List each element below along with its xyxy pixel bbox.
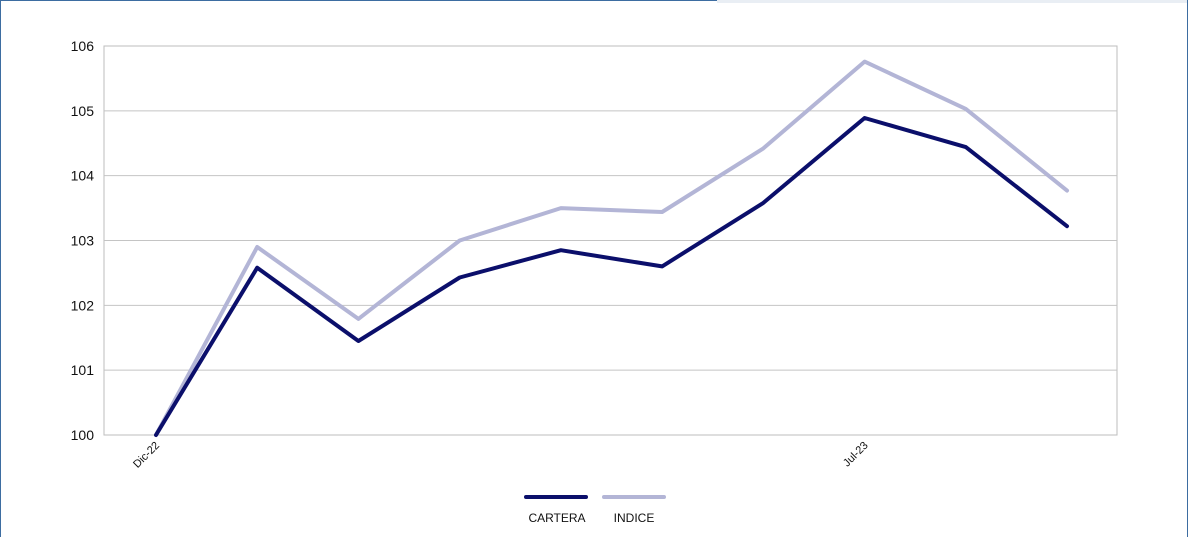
y-tick-label: 100 [71,427,95,443]
series-lines [154,59,1069,437]
grid-lines [104,110,1117,371]
y-tick-label: 103 [71,233,95,249]
x-tick-labels: Dic-22 Jul-23 [131,440,871,471]
x-tick-label: Dic-22 [131,440,162,471]
legend-label-cartera: CARTERA [528,511,585,525]
y-tick-label: 105 [71,103,95,119]
y-tick-label: 104 [71,168,95,184]
y-tick-labels: 100 101 102 103 104 105 106 [71,38,95,443]
legend: CARTERA INDICE [524,495,666,525]
x-tick-label: Jul-23 [841,440,871,470]
y-tick-label: 106 [71,38,95,54]
series-line-cartera [154,116,1069,437]
legend-label-indice: INDICE [614,511,655,525]
top-edge-strip [717,0,1187,3]
series-line-indice [154,59,1069,437]
y-tick-label: 101 [71,362,95,378]
y-tick-label: 102 [71,297,95,313]
